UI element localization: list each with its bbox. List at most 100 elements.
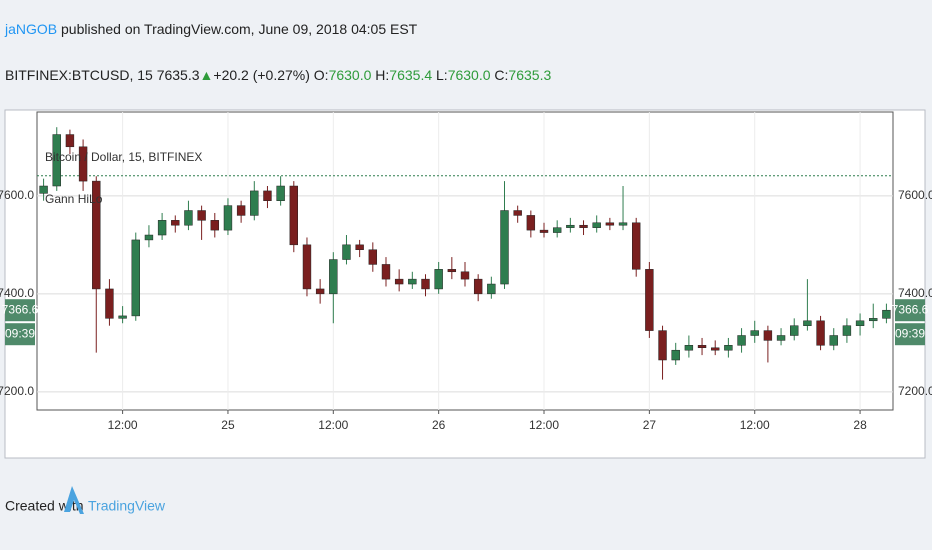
chart-title: Bitcoin / Dollar, 15, BITFINEX <box>45 150 202 164</box>
high-label: H: <box>375 67 389 83</box>
candle-body <box>790 325 799 336</box>
symbol-line: BITFINEX:BTCUSD, 15 7635.3▲+20.2 (+0.27%… <box>5 67 551 83</box>
candle-body <box>671 349 680 361</box>
price-tag-right <box>895 299 925 322</box>
candle-body <box>184 210 193 226</box>
x-tick-label: 12:00 <box>529 418 559 432</box>
open-label: O: <box>314 67 329 83</box>
candle-body <box>39 185 48 194</box>
y-tick-label-right: 7600.0 <box>898 188 932 202</box>
candle-body <box>869 318 878 322</box>
symbol: BITFINEX:BTCUSD, 15 <box>5 67 153 83</box>
created-with: Created with <box>5 498 84 514</box>
indicator-name: Gann HiLo <box>45 192 103 206</box>
candle-body <box>552 227 562 233</box>
candle-body <box>658 330 667 361</box>
countdown-label-left: 09:39 <box>5 326 35 340</box>
candle-body <box>487 283 496 295</box>
candle-body <box>421 278 430 290</box>
open: 7630.0 <box>329 67 372 83</box>
y-tick-label-right: 7400.0 <box>898 286 932 300</box>
candle-body <box>210 220 219 231</box>
low: 7630.0 <box>448 67 491 83</box>
candle-body <box>750 330 759 336</box>
candle-body <box>803 320 812 326</box>
candle-body <box>65 134 75 148</box>
candle-body <box>829 335 838 346</box>
candle-body <box>684 345 694 351</box>
arrow: ▲ <box>200 67 214 83</box>
candle-body <box>500 210 509 285</box>
change: +20.2 (+0.27%) <box>213 67 310 83</box>
countdown-label-right: 09:39 <box>895 326 925 340</box>
candle-body <box>579 224 588 228</box>
candle-body <box>592 222 601 228</box>
candle-body <box>223 205 233 231</box>
candle-body <box>539 229 549 233</box>
candle-body <box>605 222 615 226</box>
candle-body <box>763 330 773 341</box>
price-tag-label-right: 7366.6 <box>892 302 929 316</box>
published: published on TradingView.com, June 09, 2… <box>61 21 418 37</box>
candle-body <box>566 224 575 228</box>
candle-body <box>342 244 351 260</box>
last: 7635.3 <box>157 67 200 83</box>
brand: TradingView <box>88 498 166 514</box>
countdown-tag-left <box>5 323 35 346</box>
candle-body <box>157 220 167 236</box>
low-label: L: <box>436 67 448 83</box>
candle-body <box>513 210 522 216</box>
x-tick-label: 25 <box>221 418 235 432</box>
candle-body <box>315 288 325 295</box>
candle-body <box>78 146 88 182</box>
candle-body <box>302 244 312 290</box>
candle-body <box>618 222 628 226</box>
candle-body <box>776 335 786 341</box>
candle-body <box>289 185 299 246</box>
candle-body <box>236 205 246 216</box>
candle-body <box>118 315 127 319</box>
candle-body <box>394 278 404 285</box>
candle-body <box>645 269 654 331</box>
y-tick-label: 7600.0 <box>0 188 34 202</box>
price-tag-label-left: 7366.6 <box>2 302 39 316</box>
publish-line: jaNGOB published on TradingView.com, Jun… <box>4 21 418 37</box>
candle-body <box>816 320 825 346</box>
candle-body <box>408 278 417 285</box>
candle-body <box>697 345 707 349</box>
y-tick-label-right: 7200.0 <box>898 384 932 398</box>
candle-body <box>144 234 154 241</box>
candle-body <box>711 347 720 351</box>
candle-body <box>368 249 378 265</box>
x-tick-label: 12:00 <box>318 418 348 432</box>
candle-body <box>842 325 852 336</box>
brand-logo <box>64 486 84 514</box>
candle-body <box>526 215 536 231</box>
candle-body <box>447 269 457 273</box>
x-tick-label: 12:00 <box>108 418 138 432</box>
close: 7635.3 <box>508 67 551 83</box>
candle-body <box>197 210 206 221</box>
candle-body <box>250 190 259 216</box>
price-tag-left <box>5 299 35 322</box>
candle-body <box>631 222 641 270</box>
close-label: C: <box>494 67 508 83</box>
countdown-tag-right <box>895 323 925 346</box>
candle-body <box>355 244 364 250</box>
candle-body <box>737 335 746 346</box>
candle-body <box>855 320 865 326</box>
candle-body <box>460 271 470 280</box>
candle-body <box>131 239 140 317</box>
author: jaNGOB <box>4 21 57 37</box>
high: 7635.4 <box>389 67 432 83</box>
candle-body <box>473 278 483 295</box>
y-tick-label: 7200.0 <box>0 384 34 398</box>
plot: 7200.0 7200.0 7400.0 7400.0 7600.0 7600.0 12:0… <box>0 112 932 432</box>
candle-body <box>105 288 114 319</box>
x-tick-label: 28 <box>853 418 867 432</box>
x-tick-label: 12:00 <box>740 418 770 432</box>
candle-body <box>263 190 272 201</box>
candle-body <box>882 309 891 319</box>
